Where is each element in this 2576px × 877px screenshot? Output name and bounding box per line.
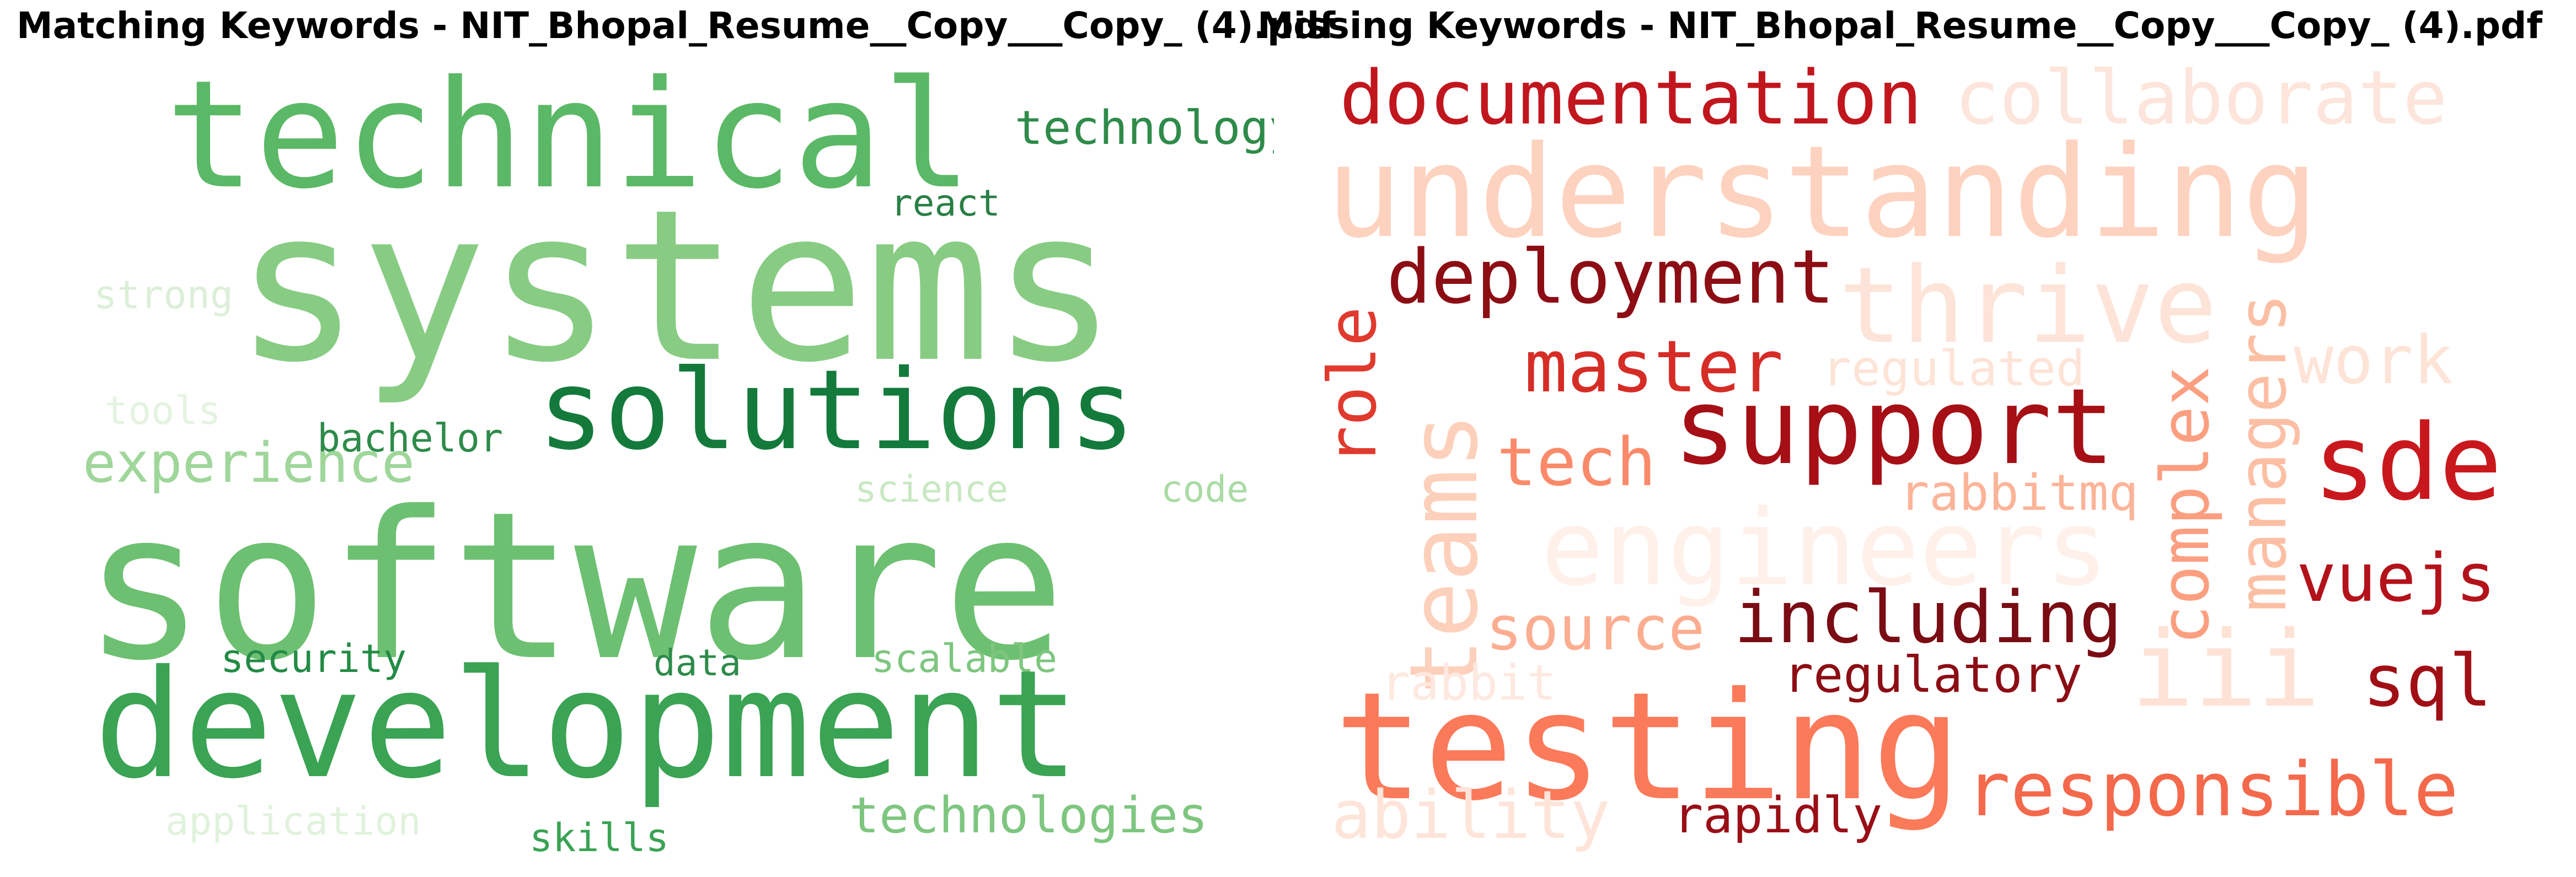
missing-keywords-cloud: documentation collaborate understanding … bbox=[1320, 61, 2511, 860]
matching-word: technology bbox=[1015, 101, 1274, 155]
missing-word: engineers bbox=[1541, 487, 2109, 609]
missing-word: testing bbox=[1334, 660, 1962, 833]
missing-keywords-title: Missing Keywords - NIT_Bhopal_Resume__Co… bbox=[1257, 4, 2543, 47]
missing-word: vuejs bbox=[2296, 540, 2496, 617]
matching-word: solutions bbox=[538, 346, 1136, 475]
missing-word: rabbitmq bbox=[1899, 464, 2139, 522]
matching-word: systems bbox=[234, 164, 1118, 408]
matching-word: security bbox=[221, 636, 407, 681]
missing-word: collaborate bbox=[1954, 61, 2448, 141]
missing-word: understanding bbox=[1326, 119, 2319, 266]
missing-word: responsible bbox=[1966, 746, 2459, 833]
missing-word: iii bbox=[2131, 609, 2321, 730]
matching-word: bachelor bbox=[317, 416, 504, 461]
missing-word: complex bbox=[2147, 366, 2224, 645]
matching-word: technologies bbox=[849, 787, 1208, 844]
matching-word: technical bbox=[165, 61, 972, 222]
missing-word: rapidly bbox=[1673, 787, 1883, 844]
missing-word: source bbox=[1486, 593, 1705, 664]
matching-word: react bbox=[891, 182, 1000, 224]
missing-word: deployment bbox=[1386, 234, 1835, 320]
matching-word: science bbox=[855, 468, 1009, 510]
matching-word: application bbox=[165, 799, 421, 844]
matching-word: development bbox=[94, 638, 1080, 811]
missing-word: tech bbox=[1497, 424, 1656, 501]
missing-word: including bbox=[1734, 575, 2123, 659]
matching-keywords-cloud: technical technology systems react stron… bbox=[83, 61, 1274, 860]
matching-word: code bbox=[1161, 468, 1249, 510]
matching-word: data bbox=[654, 642, 741, 684]
matching-word: strong bbox=[94, 272, 233, 318]
missing-word: master bbox=[1524, 325, 1784, 408]
matching-word: experience bbox=[83, 431, 415, 495]
missing-word: sde bbox=[2313, 402, 2503, 524]
missing-word: rabbit bbox=[1381, 654, 1556, 711]
missing-word: regulatory bbox=[1784, 646, 2082, 704]
matching-word: skills bbox=[529, 815, 669, 860]
matching-word: scalable bbox=[871, 636, 1058, 681]
matching-word: software bbox=[83, 469, 1066, 706]
matching-keywords-title: Matching Keywords - NIT_Bhopal_Resume__C… bbox=[17, 4, 1336, 47]
missing-word: regulated bbox=[1822, 340, 2085, 397]
missing-word: managers bbox=[2225, 293, 2301, 612]
missing-word: ability bbox=[1331, 777, 1610, 854]
missing-word: teams bbox=[1390, 412, 1499, 695]
missing-word: work bbox=[2294, 322, 2453, 399]
missing-word: role bbox=[1320, 306, 1391, 466]
missing-word: documentation bbox=[1340, 61, 1922, 141]
matching-word: tools bbox=[105, 388, 221, 433]
missing-word: thrive bbox=[1839, 245, 2218, 367]
missing-word: sql bbox=[2363, 639, 2492, 723]
missing-word: support bbox=[1673, 366, 2115, 488]
